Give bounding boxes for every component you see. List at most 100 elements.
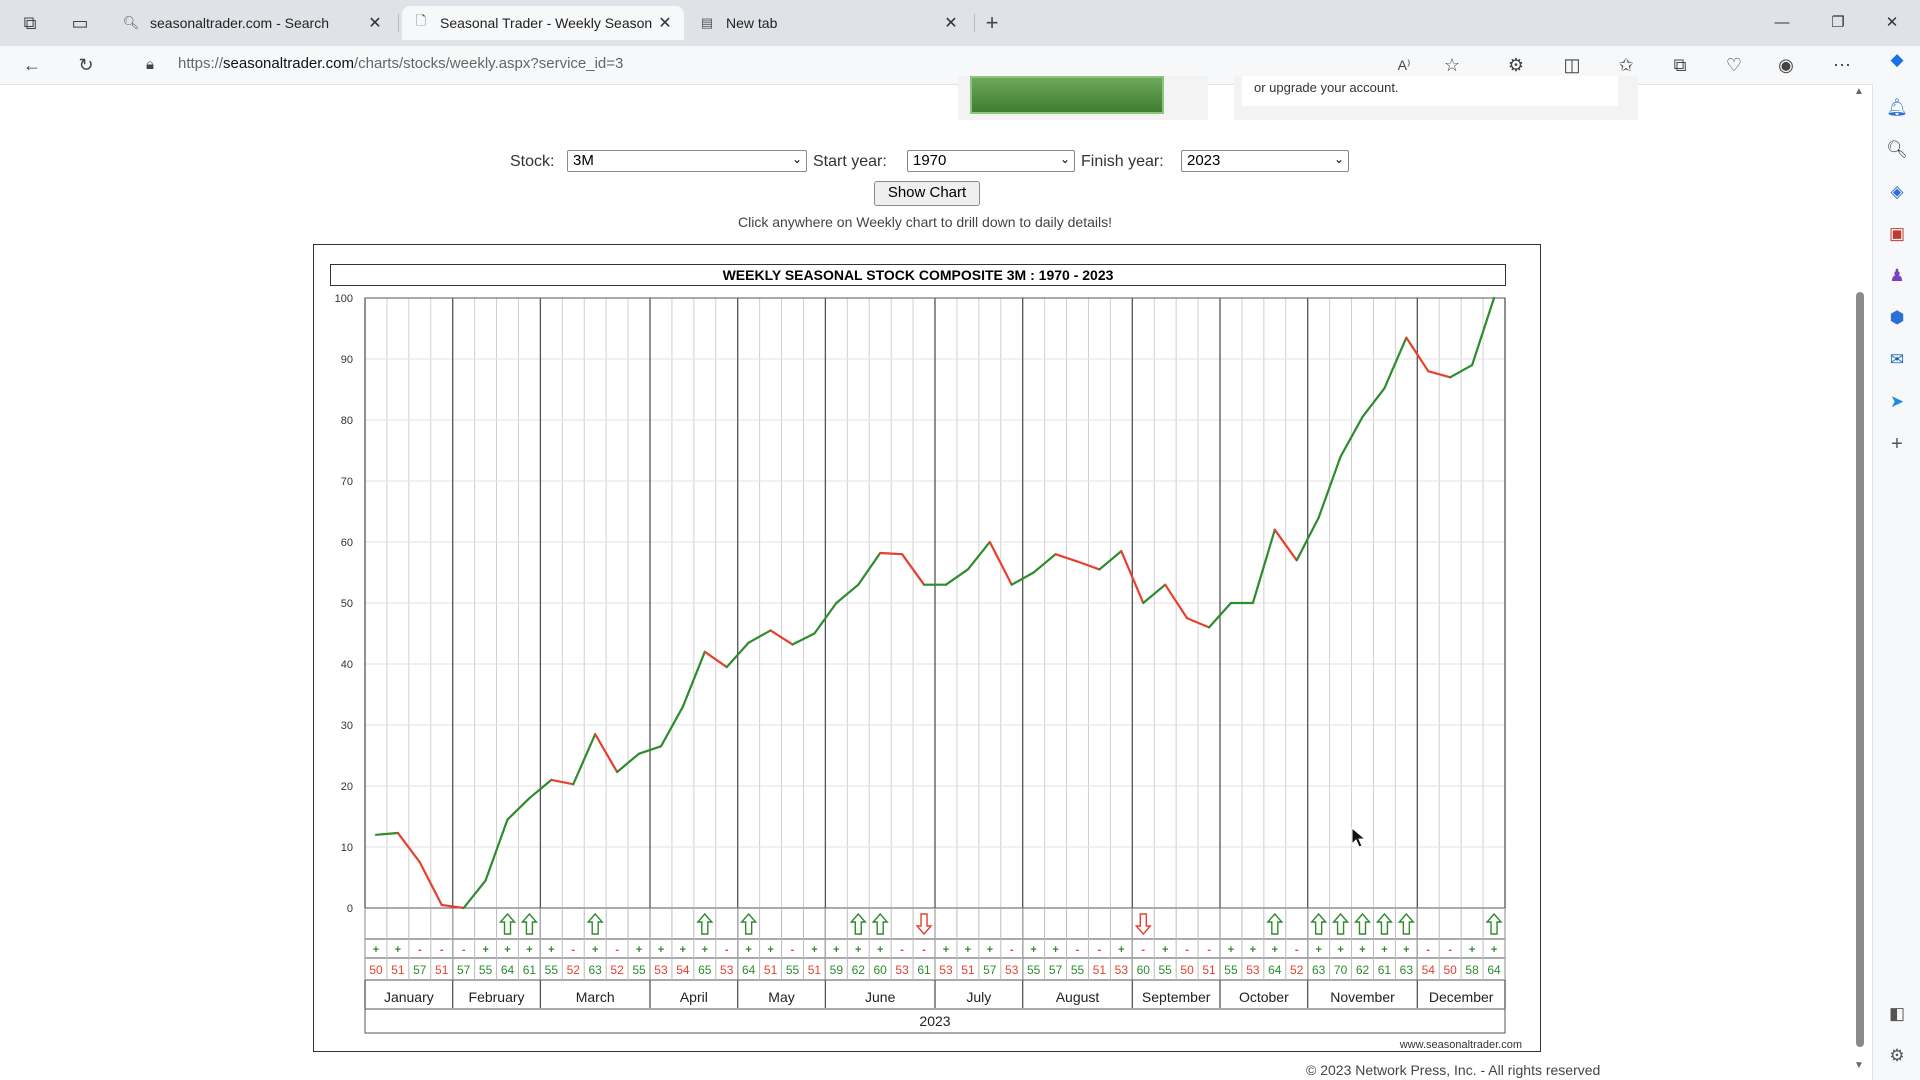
percentage-label: 53: [1115, 963, 1129, 977]
show-chart-button[interactable]: Show Chart: [874, 181, 980, 206]
series-segment: [725, 641, 750, 669]
favorites-icon[interactable]: ✩: [1618, 55, 1634, 75]
tab-new[interactable]: ▤ New tab ✕: [688, 6, 970, 40]
scroll-up-icon[interactable]: ▲: [1854, 86, 1864, 97]
series-segment: [1120, 550, 1145, 605]
series-segment: [681, 650, 706, 708]
restore-icon[interactable]: ❐: [1831, 14, 1845, 31]
outlook-icon[interactable]: ✉: [1889, 350, 1905, 369]
series-segment: [1076, 560, 1101, 571]
series-segment: [966, 540, 991, 571]
series-segment: [1186, 617, 1211, 629]
page-scrollbar[interactable]: ▲ ▼: [1850, 84, 1868, 1080]
tab-seasonal-trader[interactable]: 🗋 Seasonal Trader - Weekly Season ✕: [402, 6, 684, 40]
back-icon[interactable]: ←: [23, 55, 41, 75]
arrow-up-icon: [1375, 912, 1393, 935]
data-point: [1360, 414, 1365, 419]
percentage-label: 53: [654, 963, 668, 977]
send-icon[interactable]: ➤: [1889, 392, 1905, 411]
search-icon[interactable]: 🔍︎: [1886, 140, 1908, 159]
add-icon[interactable]: +: [1891, 433, 1903, 455]
page-icon: 🗋: [415, 13, 427, 28]
tab-search[interactable]: 🔍︎ seasonaltrader.com - Search ✕: [112, 6, 394, 40]
collections-icon[interactable]: ⧉: [1673, 55, 1687, 75]
data-point: [1009, 582, 1014, 587]
ad-banner-left[interactable]: [958, 76, 1208, 120]
arrow-up-icon: [740, 912, 758, 935]
data-point: [1185, 616, 1190, 621]
series-segment: [1032, 553, 1057, 574]
profile-avatar-icon[interactable]: ◉: [1778, 55, 1794, 75]
new-tab-button[interactable]: +: [985, 10, 999, 35]
data-point: [1316, 515, 1321, 520]
bell-icon[interactable]: 🔔︎: [1886, 98, 1908, 117]
close-icon[interactable]: ✕: [368, 15, 382, 32]
data-point: [461, 906, 466, 911]
percentage-label: 51: [808, 963, 822, 977]
data-point: [1250, 601, 1255, 606]
direction-marker: -: [1448, 944, 1452, 956]
office-icon[interactable]: ⬢: [1889, 308, 1905, 327]
workspaces-icon[interactable]: ⧉: [23, 13, 37, 33]
lock-icon[interactable]: 🔒︎: [146, 56, 154, 73]
scroll-down-icon[interactable]: ▼: [1854, 1060, 1864, 1071]
data-point: [1470, 363, 1475, 368]
finish-year-select[interactable]: 2023 ⌄: [1181, 150, 1349, 172]
browser-tab-bar: ⧉ ▭ 🔍︎ seasonaltrader.com - Search ✕ 🗋 S…: [0, 0, 1920, 46]
close-icon[interactable]: ✕: [944, 15, 958, 32]
finish-year-label: Finish year:: [1081, 153, 1164, 170]
start-year-select[interactable]: 1970 ⌄: [907, 150, 1075, 172]
data-point: [483, 878, 488, 883]
y-tick-label: 30: [341, 720, 353, 732]
close-icon[interactable]: ✕: [658, 15, 672, 32]
percentage-label: 60: [1137, 963, 1151, 977]
browser-essentials-icon[interactable]: ♡: [1725, 55, 1743, 75]
direction-marker: +: [1228, 944, 1234, 956]
read-aloud-icon[interactable]: A⁾: [1397, 57, 1411, 73]
url-field[interactable]: https://seasonaltrader.com/charts/stocks…: [178, 55, 623, 72]
minimize-icon[interactable]: —: [1774, 14, 1790, 31]
month-label: September: [1142, 989, 1211, 1005]
data-point: [571, 782, 576, 787]
tab-actions-icon[interactable]: ▭: [71, 13, 89, 33]
stock-select[interactable]: 3M ⌄: [567, 150, 807, 172]
extensions-icon[interactable]: ⚙: [1507, 55, 1525, 75]
data-point: [439, 902, 444, 907]
tag-icon[interactable]: ◈: [1890, 182, 1904, 201]
percentage-label: 64: [1487, 963, 1501, 977]
toolbox-icon[interactable]: ▣: [1888, 224, 1906, 243]
sidebar-toggle-icon[interactable]: ◧: [1888, 1004, 1906, 1023]
data-point: [922, 582, 927, 587]
settings-gear-icon[interactable]: ⚙: [1889, 1046, 1905, 1065]
direction-marker: +: [1250, 944, 1256, 956]
more-options-icon[interactable]: ⋯: [1833, 55, 1851, 75]
data-point: [1097, 567, 1102, 572]
series-segment: [1449, 364, 1474, 379]
window-close-icon[interactable]: ✕: [1885, 14, 1899, 31]
percentage-label: 64: [1268, 963, 1282, 977]
chevron-down-icon: ⌄: [1059, 152, 1070, 166]
games-icon[interactable]: ♟: [1889, 266, 1905, 285]
percentage-label: 52: [610, 963, 624, 977]
arrow-up-icon: [586, 912, 604, 935]
copilot-icon[interactable]: ◆: [1890, 50, 1904, 69]
favorite-star-icon[interactable]: ☆: [1443, 55, 1461, 75]
refresh-icon[interactable]: ↻: [78, 55, 94, 75]
percentage-label: 50: [1180, 963, 1194, 977]
series-segment: [1471, 296, 1496, 367]
percentage-label: 58: [1465, 963, 1479, 977]
series-segment: [462, 879, 487, 910]
series-segment: [835, 583, 860, 605]
direction-marker: +: [548, 944, 554, 956]
series-segment: [1098, 550, 1123, 571]
percentage-label: 63: [1400, 963, 1414, 977]
ad-banner-right: or upgrade your account.: [1234, 76, 1638, 120]
direction-marker: +: [373, 944, 379, 956]
scroll-thumb[interactable]: [1856, 292, 1864, 1047]
month-label: March: [576, 989, 615, 1005]
split-screen-icon[interactable]: ◫: [1563, 55, 1581, 75]
arrow-up-icon: [1332, 912, 1350, 935]
month-label: December: [1429, 989, 1494, 1005]
direction-marker: +: [987, 944, 993, 956]
